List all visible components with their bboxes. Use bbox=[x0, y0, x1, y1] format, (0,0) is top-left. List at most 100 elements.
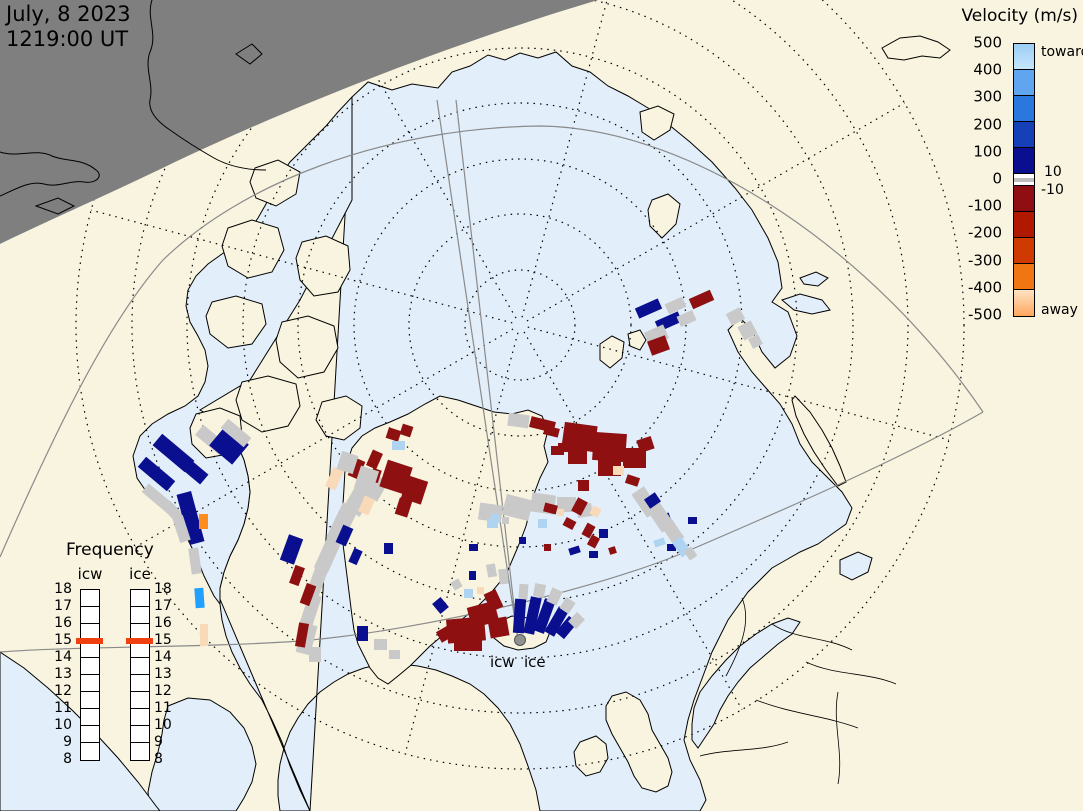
great-britain bbox=[605, 691, 673, 793]
meridian-line bbox=[521, 0, 608, 318]
frequency-cell bbox=[131, 658, 149, 675]
velocity-tick-label: -100 bbox=[967, 196, 1002, 215]
toward-label: toward bbox=[1041, 44, 1083, 60]
echo-cell bbox=[450, 578, 463, 591]
echo-cell bbox=[348, 547, 363, 566]
echo-cell bbox=[725, 307, 746, 326]
echo-cell bbox=[325, 466, 344, 491]
frequency-bar-ice bbox=[130, 589, 150, 761]
echo-cell bbox=[464, 589, 473, 598]
away-label: away bbox=[1041, 302, 1078, 318]
date-label: July, 8 2023 bbox=[6, 2, 131, 26]
frequency-tick-label: 12 bbox=[154, 683, 172, 699]
frequency-tick-label: 13 bbox=[54, 666, 72, 682]
echo-cell bbox=[688, 289, 715, 310]
beaufort-sea bbox=[132, 95, 353, 606]
echo-cell bbox=[523, 596, 542, 635]
svalbard-1 bbox=[599, 335, 625, 369]
night-shadow-layer bbox=[0, 0, 598, 244]
echo-cell bbox=[589, 551, 598, 558]
frequency-cell bbox=[131, 607, 149, 624]
echo-cell bbox=[644, 492, 661, 509]
echo-cell bbox=[507, 412, 530, 429]
frequency-tick-label: 8 bbox=[63, 751, 72, 767]
echo-cell bbox=[543, 502, 558, 515]
island-archipelago-1 bbox=[249, 159, 301, 207]
upper-threshold-label: 10 bbox=[1044, 164, 1062, 180]
echo-cell bbox=[389, 650, 400, 659]
echo-cell bbox=[487, 616, 510, 639]
island-archipelago-3 bbox=[295, 235, 351, 297]
frequency-tick-label: 15 bbox=[54, 632, 72, 648]
radar-echo-cells bbox=[137, 289, 763, 662]
velocity-tick-label: -300 bbox=[967, 251, 1002, 270]
frequency-cell bbox=[81, 607, 99, 624]
velocity-segment bbox=[1014, 96, 1034, 122]
echo-cell bbox=[384, 543, 393, 554]
frequency-active-marker-ice bbox=[126, 638, 153, 644]
echo-cell bbox=[491, 514, 500, 523]
frequency-tick-label: 9 bbox=[63, 734, 72, 750]
frequency-tick-label: 16 bbox=[54, 615, 72, 631]
velocity-colorbar-ticks: 500 400 300 200 100 0 -100 -200 -300 -400 -500 bbox=[952, 34, 1006, 324]
echo-cell bbox=[435, 625, 455, 643]
echo-cell bbox=[176, 490, 205, 546]
echo-cell bbox=[623, 448, 646, 468]
frequency-cell bbox=[131, 641, 149, 658]
echo-cell bbox=[279, 534, 304, 565]
echo-cell bbox=[519, 537, 526, 544]
echo-cell bbox=[636, 436, 655, 453]
velocity-tick-label: 500 bbox=[973, 33, 1002, 52]
echo-cell bbox=[502, 517, 509, 524]
echo-cell bbox=[653, 537, 666, 548]
frequency-tick-label: 14 bbox=[54, 649, 72, 665]
echo-cell bbox=[581, 522, 596, 539]
velocity-segment bbox=[1014, 70, 1034, 96]
velocity-tick-label: -200 bbox=[967, 224, 1002, 243]
echo-cell bbox=[392, 441, 405, 450]
meridian-line bbox=[523, 331, 743, 710]
frequency-cell bbox=[81, 641, 99, 658]
frequency-tick-label: 17 bbox=[154, 598, 172, 614]
echo-cell bbox=[357, 626, 368, 641]
echo-cell bbox=[220, 418, 252, 448]
site-label-ice: ice bbox=[524, 653, 546, 671]
echo-cell bbox=[188, 547, 202, 575]
meridian-line bbox=[527, 326, 950, 441]
frequency-active-marker-icw bbox=[76, 638, 103, 644]
echo-cell bbox=[568, 612, 585, 629]
island-archipelago-2 bbox=[221, 219, 285, 279]
echo-cell bbox=[309, 647, 321, 662]
echo-cell bbox=[399, 423, 414, 438]
velocity-tick-label: 400 bbox=[973, 60, 1002, 79]
lake-1 bbox=[780, 293, 831, 315]
frequency-tick-label: 12 bbox=[54, 683, 72, 699]
site-label-icw: icw bbox=[490, 653, 515, 671]
echo-cell bbox=[379, 459, 413, 495]
frequency-tick-label: 14 bbox=[154, 649, 172, 665]
meridian-line bbox=[135, 328, 514, 548]
velocity-tick-label: 0 bbox=[992, 169, 1002, 188]
velocity-segment bbox=[1014, 290, 1034, 316]
echo-cell bbox=[501, 494, 534, 521]
severnaya-island-2 bbox=[647, 193, 681, 239]
echo-cell bbox=[172, 514, 191, 544]
echo-cell bbox=[571, 497, 588, 516]
latitude-circle bbox=[75, 0, 965, 770]
echo-cell bbox=[400, 475, 429, 505]
radar-site-dot bbox=[514, 634, 526, 646]
latitude-circle bbox=[353, 158, 687, 492]
echo-cell bbox=[336, 450, 359, 475]
meridian-line bbox=[404, 332, 519, 755]
echo-cell bbox=[737, 320, 758, 341]
latitude-circle bbox=[186, 0, 854, 659]
latitude-circle bbox=[242, 47, 798, 603]
echo-cell bbox=[561, 421, 598, 453]
frequency-bar-icw bbox=[80, 589, 100, 761]
echo-cell bbox=[592, 431, 627, 463]
echo-cell bbox=[660, 518, 685, 545]
frequency-tick-label: 10 bbox=[154, 717, 172, 733]
echo-cell bbox=[289, 564, 305, 587]
island-archipelago-6 bbox=[315, 395, 363, 441]
